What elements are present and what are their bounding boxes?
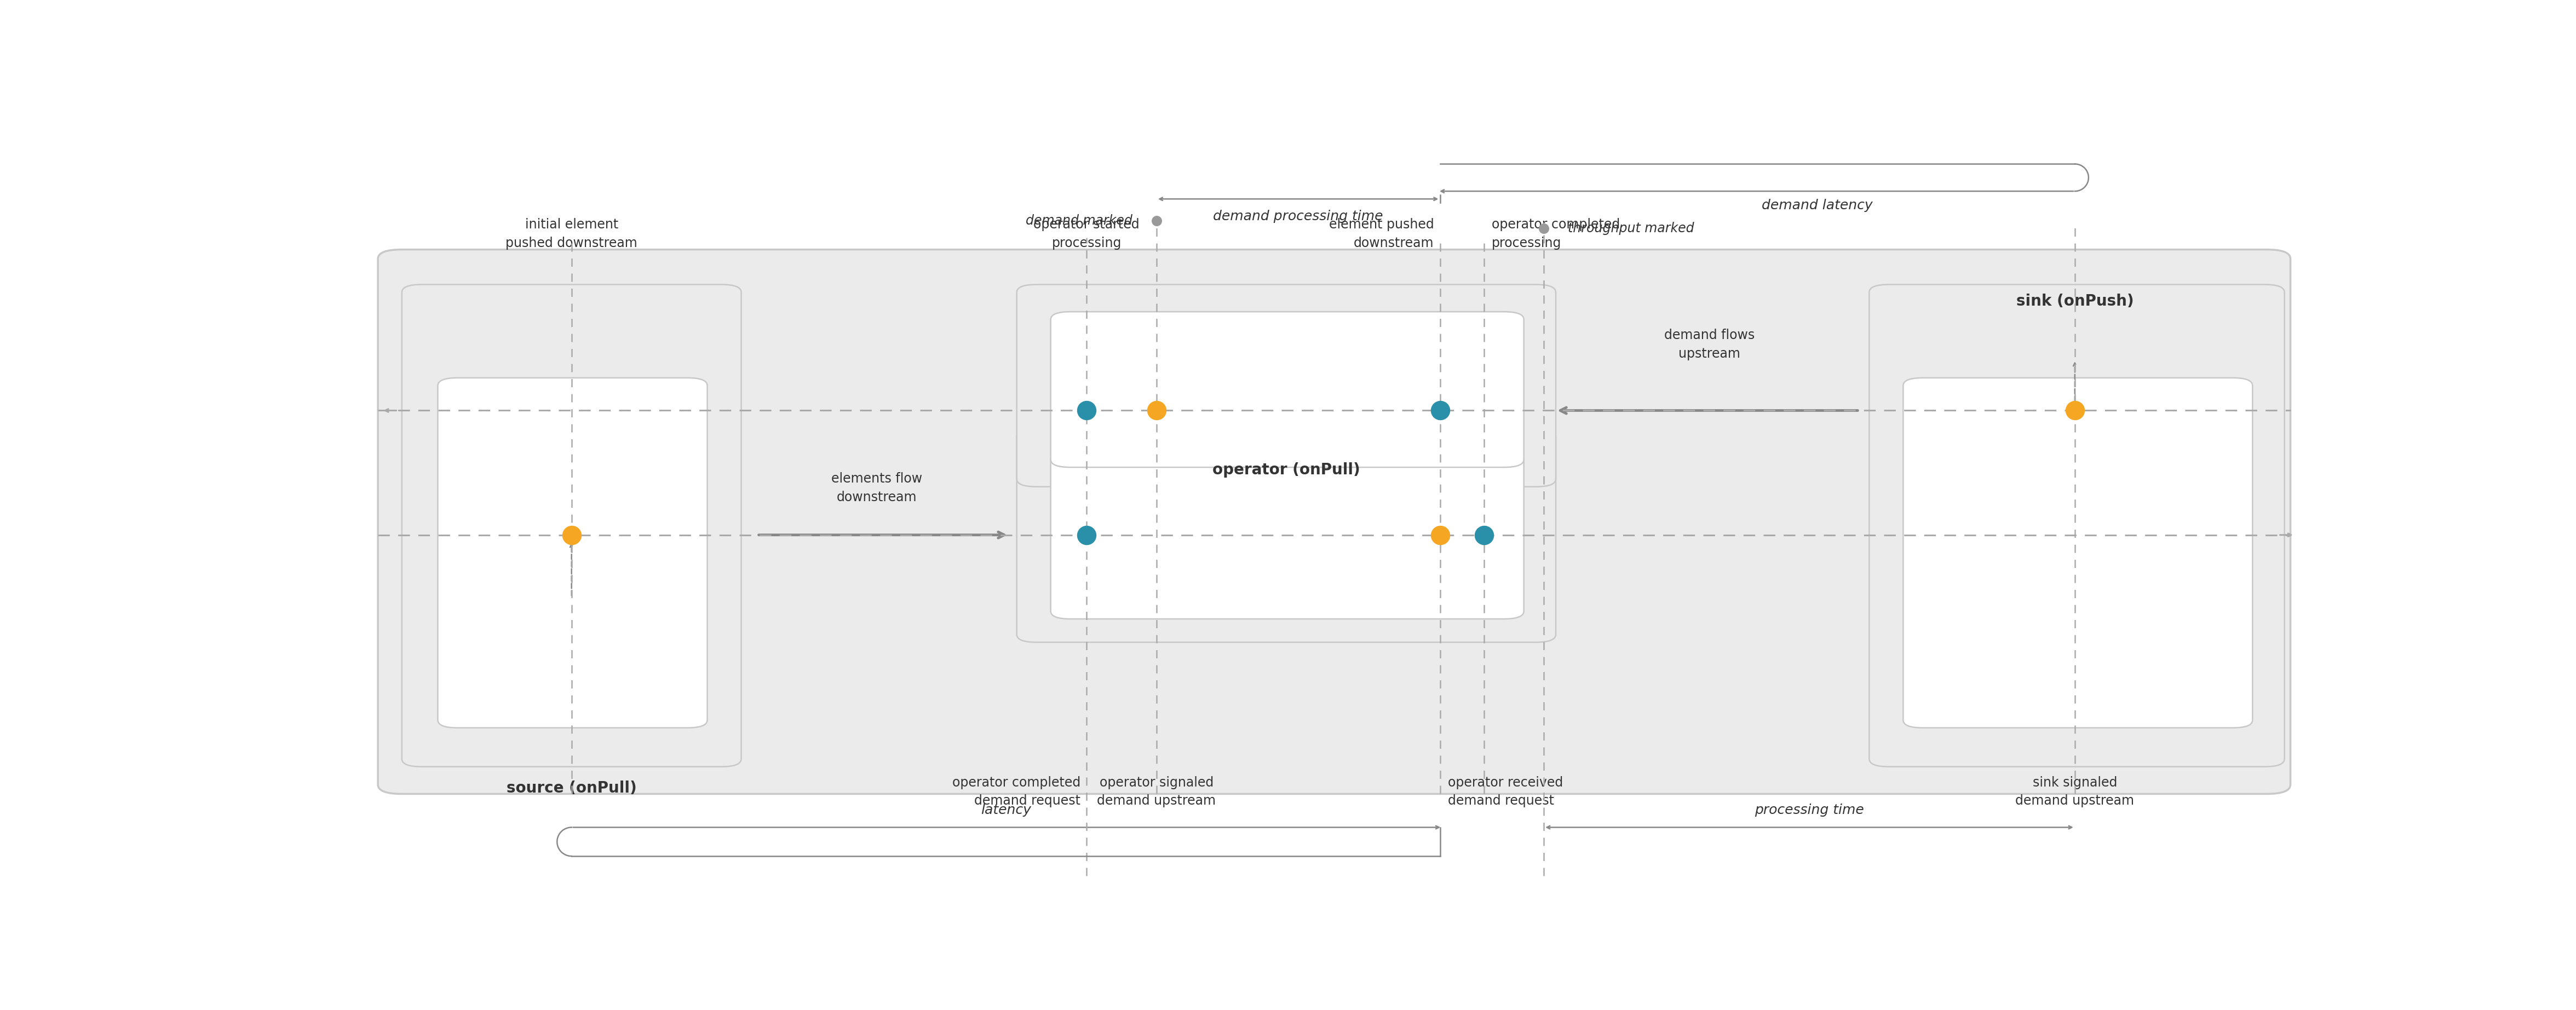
Text: operator completed
demand request: operator completed demand request	[953, 776, 1082, 808]
Text: sink (onPush): sink (onPush)	[2017, 294, 2133, 309]
Point	[1066, 527, 1108, 543]
Point	[1136, 402, 1177, 418]
Text: processing time: processing time	[1754, 803, 1865, 816]
Text: operator signaled
demand upstream: operator signaled demand upstream	[1097, 776, 1216, 808]
Text: demand latency: demand latency	[1762, 199, 1873, 212]
Point	[1419, 527, 1461, 543]
Text: latency: latency	[981, 803, 1030, 816]
FancyBboxPatch shape	[1904, 378, 2251, 728]
FancyBboxPatch shape	[402, 285, 742, 767]
FancyBboxPatch shape	[1051, 451, 1525, 619]
FancyBboxPatch shape	[1018, 285, 1556, 487]
Text: elements flow
downstream: elements flow downstream	[832, 473, 922, 504]
Point	[2053, 402, 2094, 418]
Text: operator (onPull): operator (onPull)	[1213, 462, 1360, 478]
FancyBboxPatch shape	[379, 249, 2290, 794]
Text: operator (onPush): operator (onPush)	[1208, 437, 1365, 453]
Point	[551, 527, 592, 543]
Point	[1419, 402, 1461, 418]
Point	[1522, 220, 1564, 236]
Text: demand flows
upstream: demand flows upstream	[1664, 328, 1754, 361]
Text: operator received
demand request: operator received demand request	[1448, 776, 1564, 808]
FancyBboxPatch shape	[1051, 312, 1525, 468]
Text: sink signaled
demand upstream: sink signaled demand upstream	[2014, 776, 2136, 808]
FancyBboxPatch shape	[1870, 285, 2285, 767]
Text: demand marked: demand marked	[1025, 214, 1133, 227]
FancyBboxPatch shape	[1018, 428, 1556, 642]
Text: demand processing time: demand processing time	[1213, 210, 1383, 223]
Text: throughput marked: throughput marked	[1569, 222, 1695, 235]
Text: source (onPull): source (onPull)	[507, 781, 636, 796]
FancyBboxPatch shape	[438, 378, 708, 728]
Text: operator completed
processing: operator completed processing	[1492, 218, 1620, 249]
Point	[1463, 527, 1504, 543]
Text: initial element
pushed downstream: initial element pushed downstream	[505, 218, 636, 249]
Text: operator started
processing: operator started processing	[1033, 218, 1139, 249]
Point	[1066, 402, 1108, 418]
Point	[1136, 213, 1177, 229]
Text: element pushed
downstream: element pushed downstream	[1329, 218, 1435, 249]
